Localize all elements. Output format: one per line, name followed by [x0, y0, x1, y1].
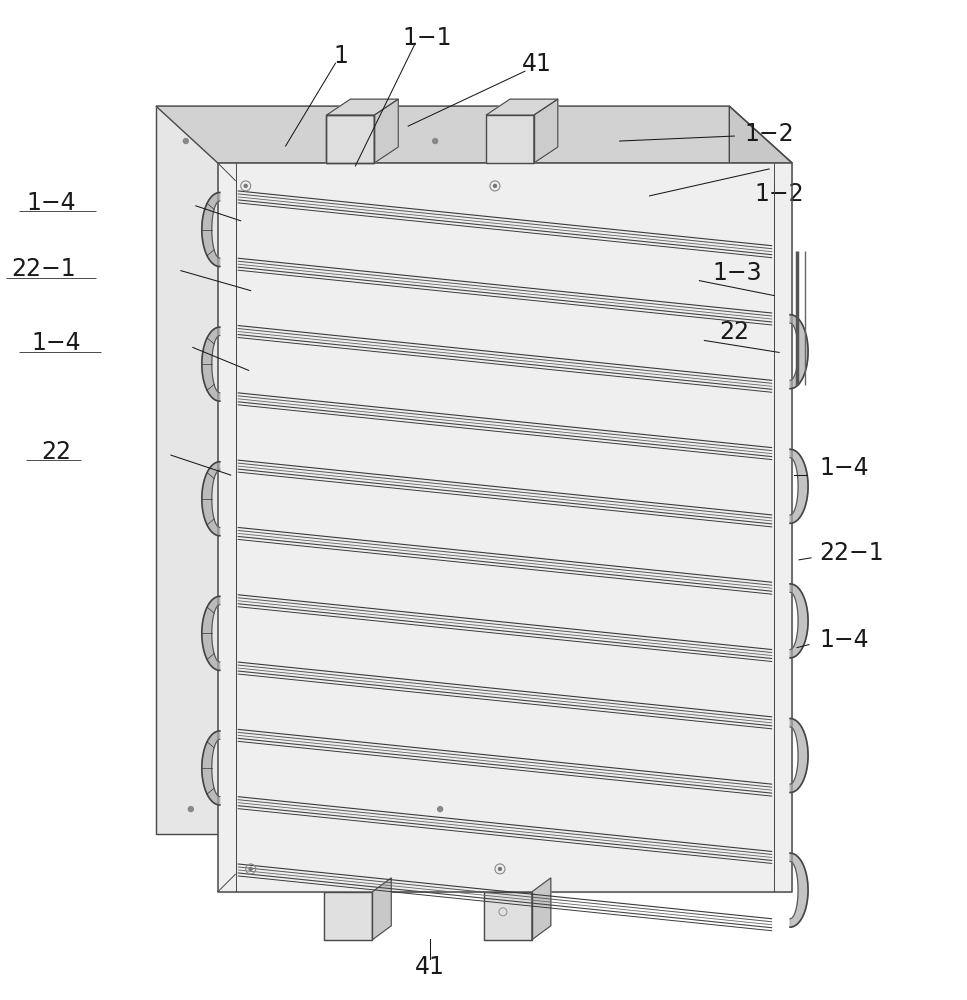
Circle shape	[432, 139, 438, 144]
Polygon shape	[202, 731, 220, 805]
Text: 1−2: 1−2	[754, 182, 804, 206]
Text: 1−4: 1−4	[819, 628, 868, 652]
Polygon shape	[325, 892, 372, 940]
Text: 41: 41	[415, 955, 445, 979]
Text: 1−4: 1−4	[26, 191, 76, 215]
Polygon shape	[327, 115, 374, 163]
Text: 41: 41	[522, 52, 552, 76]
Circle shape	[189, 807, 193, 812]
Polygon shape	[156, 106, 792, 163]
Text: 22−1: 22−1	[11, 257, 75, 281]
Circle shape	[493, 184, 496, 187]
Circle shape	[245, 184, 248, 187]
Text: 1−4: 1−4	[31, 331, 81, 355]
Polygon shape	[790, 584, 808, 658]
Text: 22: 22	[719, 320, 749, 344]
Polygon shape	[374, 99, 398, 163]
Text: 1−4: 1−4	[819, 456, 868, 480]
Text: 1: 1	[333, 44, 348, 68]
Circle shape	[438, 807, 443, 812]
Text: 22: 22	[42, 440, 72, 464]
Polygon shape	[532, 878, 551, 940]
Polygon shape	[218, 163, 792, 892]
Polygon shape	[790, 315, 808, 389]
Polygon shape	[790, 449, 808, 523]
Polygon shape	[486, 115, 534, 163]
Polygon shape	[790, 718, 808, 793]
Text: 22−1: 22−1	[819, 541, 884, 565]
Polygon shape	[729, 106, 792, 892]
Polygon shape	[202, 327, 220, 401]
Circle shape	[184, 139, 189, 144]
Polygon shape	[484, 892, 532, 940]
Polygon shape	[486, 99, 558, 115]
Circle shape	[498, 867, 502, 870]
Polygon shape	[790, 853, 808, 927]
Polygon shape	[534, 99, 558, 163]
Polygon shape	[156, 106, 729, 834]
Text: 1−3: 1−3	[713, 261, 762, 285]
Polygon shape	[202, 596, 220, 670]
Polygon shape	[372, 878, 392, 940]
Circle shape	[249, 867, 252, 870]
Text: 1−1: 1−1	[402, 26, 452, 50]
Polygon shape	[327, 99, 398, 115]
Polygon shape	[327, 115, 374, 163]
Polygon shape	[202, 462, 220, 536]
Text: 1−2: 1−2	[745, 122, 794, 146]
Polygon shape	[202, 193, 220, 267]
